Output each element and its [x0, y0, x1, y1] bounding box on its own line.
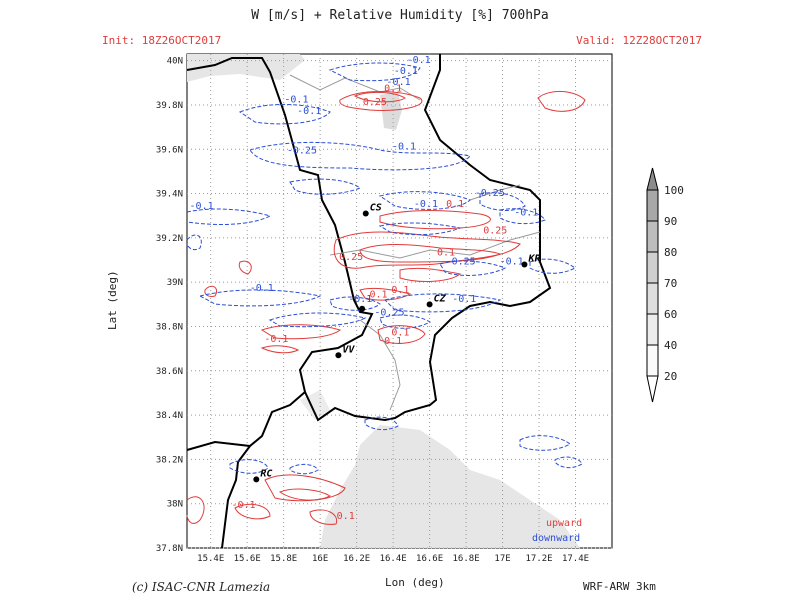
- city-dot: [335, 352, 342, 359]
- colorbar-swatch: [646, 251, 659, 284]
- contour-label: 0.1: [384, 336, 402, 347]
- lat-tick-labels: 37.8N 38N 38.2N 38.4N 38.6N 38.8N 39N 39.2N 39.4…: [156, 57, 183, 554]
- lon-tick-label: 16E: [312, 554, 328, 564]
- lat-tick-label: 39.2N: [156, 234, 183, 244]
- lon-tick-label: 15.6E: [234, 554, 261, 564]
- contour-label: 0.1: [391, 285, 409, 296]
- contour-label: -0.1: [452, 294, 476, 305]
- contour-label: 0.25: [339, 252, 363, 263]
- lon-tick-label: 15.4E: [197, 554, 224, 564]
- contour-label: -0.1: [514, 208, 538, 219]
- city-dot: [359, 305, 366, 312]
- colorbar-label: 60: [664, 308, 677, 321]
- colorbar-label: 70: [664, 277, 677, 290]
- credit-text: (c) ISAC-CNR Lamezia: [132, 580, 271, 594]
- lat-tick-label: 38.2N: [156, 455, 183, 465]
- colorbar-swatch: [646, 220, 659, 253]
- city-label: KR: [527, 253, 540, 264]
- contour-label: 0.1: [369, 290, 387, 301]
- colorbar-top-arrow: [646, 167, 659, 191]
- contour-label: 0.25: [483, 225, 507, 236]
- contour-label: -0.1: [297, 106, 321, 117]
- lon-tick-label: 16.6E: [416, 554, 443, 564]
- contour-label: -0.1: [500, 256, 524, 267]
- contour-label: 0.1: [446, 199, 464, 210]
- lon-tick-labels: 15.4E 15.6E 15.8E 16E 16.2E 16.4E 16.6E 16.8E 17…: [197, 554, 589, 564]
- contour-label: 0.25: [363, 97, 387, 108]
- humidity-colorbar: 100 90 80 70 60 40 20: [646, 167, 684, 403]
- map-title: W [m/s] + Relative Humidity [%] 700hPa: [251, 8, 549, 23]
- contour-label: -0.25: [446, 256, 476, 267]
- upward-contours: [186, 91, 586, 525]
- lon-tick-label: 15.8E: [270, 554, 297, 564]
- contour-label: -0.1: [348, 294, 372, 305]
- lat-tick-label: 38N: [167, 500, 183, 510]
- contour-label: -0.25: [287, 146, 317, 157]
- lon-tick-label: 16.8E: [453, 554, 480, 564]
- motion-legend: upward downward: [532, 518, 582, 544]
- legend-upward: upward: [546, 518, 582, 529]
- x-axis-label: Lon (deg): [385, 576, 445, 589]
- contour-label: 0.1: [437, 248, 455, 259]
- contour-label: -0.1: [190, 201, 214, 212]
- lon-tick-label: 17.4E: [562, 554, 589, 564]
- contour-label: -0.1: [394, 66, 418, 77]
- lat-tick-label: 39.4N: [156, 190, 183, 200]
- colorbar-label: 90: [664, 215, 677, 228]
- city-dot: [426, 301, 433, 308]
- model-label: WRF-ARW 3km: [583, 580, 656, 593]
- lat-tick-label: 38.8N: [156, 322, 183, 332]
- coastline: [186, 54, 552, 549]
- lon-tick-label: 17.2E: [525, 554, 552, 564]
- colorbar-label: 40: [664, 339, 677, 352]
- lat-tick-label: 38.4N: [156, 411, 183, 421]
- colorbar-label: 80: [664, 246, 677, 259]
- colorbar-swatch: [646, 313, 659, 346]
- contour-label: -0.25: [475, 188, 505, 199]
- contour-label: 0.1: [384, 84, 402, 95]
- contour-label: -0.1: [387, 77, 411, 88]
- lat-tick-label: 39N: [167, 278, 183, 288]
- legend-downward: downward: [532, 533, 580, 544]
- init-time: Init: 18Z26OCT2017: [102, 34, 222, 47]
- contour-label: -0.25: [374, 307, 404, 318]
- colorbar-label: 20: [664, 370, 677, 383]
- city-label: CZ: [434, 293, 447, 304]
- valid-time: Valid: 12Z28OCT2017: [576, 34, 702, 47]
- city-label: CS: [370, 202, 382, 213]
- colorbar-swatch: [646, 189, 659, 222]
- city-markers: CS KR CZ VV RC: [253, 202, 540, 483]
- city-label: RC: [260, 468, 272, 479]
- city-dot: [253, 476, 260, 483]
- contour-label: -0.1: [231, 500, 255, 511]
- lat-tick-label: 40N: [167, 57, 183, 67]
- city-dot: [521, 261, 528, 268]
- contour-label: 0.1: [337, 511, 355, 522]
- lat-tick-label: 38.6N: [156, 367, 183, 377]
- city-label: VV: [342, 344, 355, 355]
- lat-tick-label: 37.8N: [156, 544, 183, 554]
- colorbar-swatch: [646, 282, 659, 315]
- contour-label: -0.1: [264, 334, 288, 345]
- colorbar-bottom-arrow: [646, 375, 659, 403]
- contour-label: -0.1: [284, 95, 308, 106]
- lon-tick-label: 17E: [494, 554, 510, 564]
- colorbar-label: 100: [664, 184, 684, 197]
- lon-tick-label: 16.2E: [343, 554, 370, 564]
- contour-label: -0.1: [250, 283, 274, 294]
- downward-contours: [186, 62, 583, 475]
- contour-label: -0.1: [407, 55, 431, 66]
- contour-labels: -0.1-0.10.1-0.10.25-0.1-0.1-0.25 -0.1-0.1…: [190, 55, 539, 522]
- city-dot: [362, 210, 369, 217]
- colorbar-swatch: [646, 344, 659, 377]
- lat-tick-label: 39.6N: [156, 145, 183, 155]
- contour-label: -0.1: [414, 199, 438, 210]
- contour-label: -0.1: [392, 141, 416, 152]
- lon-tick-label: 16.4E: [380, 554, 407, 564]
- contour-label: 0.1: [391, 327, 409, 338]
- lat-tick-label: 39.8N: [156, 101, 183, 111]
